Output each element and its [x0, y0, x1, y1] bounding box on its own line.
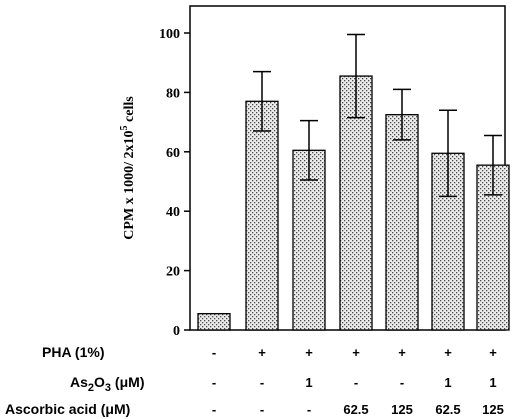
- condition-value: -: [260, 402, 264, 417]
- condition-value: +: [258, 345, 266, 360]
- condition-label: As2O3 (μM): [70, 374, 145, 394]
- condition-value: 125: [391, 402, 413, 417]
- condition-value: -: [400, 375, 404, 390]
- condition-value: +: [489, 345, 497, 360]
- condition-value: +: [352, 345, 360, 360]
- condition-value: -: [212, 345, 216, 360]
- condition-value: -: [212, 375, 216, 390]
- condition-label: Ascorbic acid (μM): [5, 401, 130, 417]
- y-tick-label: 100: [159, 27, 180, 42]
- condition-value: 1: [305, 375, 312, 390]
- bar: [245, 100, 279, 331]
- y-tick-label: 60: [166, 146, 180, 161]
- condition-value: 125: [482, 402, 504, 417]
- bar: [197, 313, 231, 331]
- y-tick-label: 80: [166, 86, 180, 101]
- y-tick-label: 20: [166, 265, 180, 280]
- condition-value: 1: [489, 375, 496, 390]
- condition-value: 62.5: [343, 402, 368, 417]
- condition-value: -: [212, 402, 216, 417]
- condition-value: -: [260, 375, 264, 390]
- error-bars-group: [253, 33, 502, 198]
- y-axis: 0 20 40 60 80 100: [159, 27, 190, 339]
- condition-label: PHA (1%): [42, 344, 105, 360]
- bars-group: [197, 75, 510, 331]
- y-tick-label: 40: [166, 205, 180, 220]
- condition-value: +: [398, 345, 406, 360]
- bar: [385, 114, 419, 331]
- condition-value: 62.5: [435, 402, 460, 417]
- y-tick-label: 0: [173, 324, 180, 339]
- condition-value: +: [444, 345, 452, 360]
- condition-value: 1: [444, 375, 451, 390]
- condition-table: PHA (1%) - + + + + + + As2O3 (μM) - - 1 - - 1 1 Ascorbic…: [5, 344, 504, 417]
- bar: [431, 152, 465, 331]
- condition-value: +: [305, 345, 313, 360]
- y-axis-label: CPM x 1000/ 2x105 cells: [119, 96, 137, 240]
- condition-value: -: [307, 402, 311, 417]
- condition-value: -: [354, 375, 358, 390]
